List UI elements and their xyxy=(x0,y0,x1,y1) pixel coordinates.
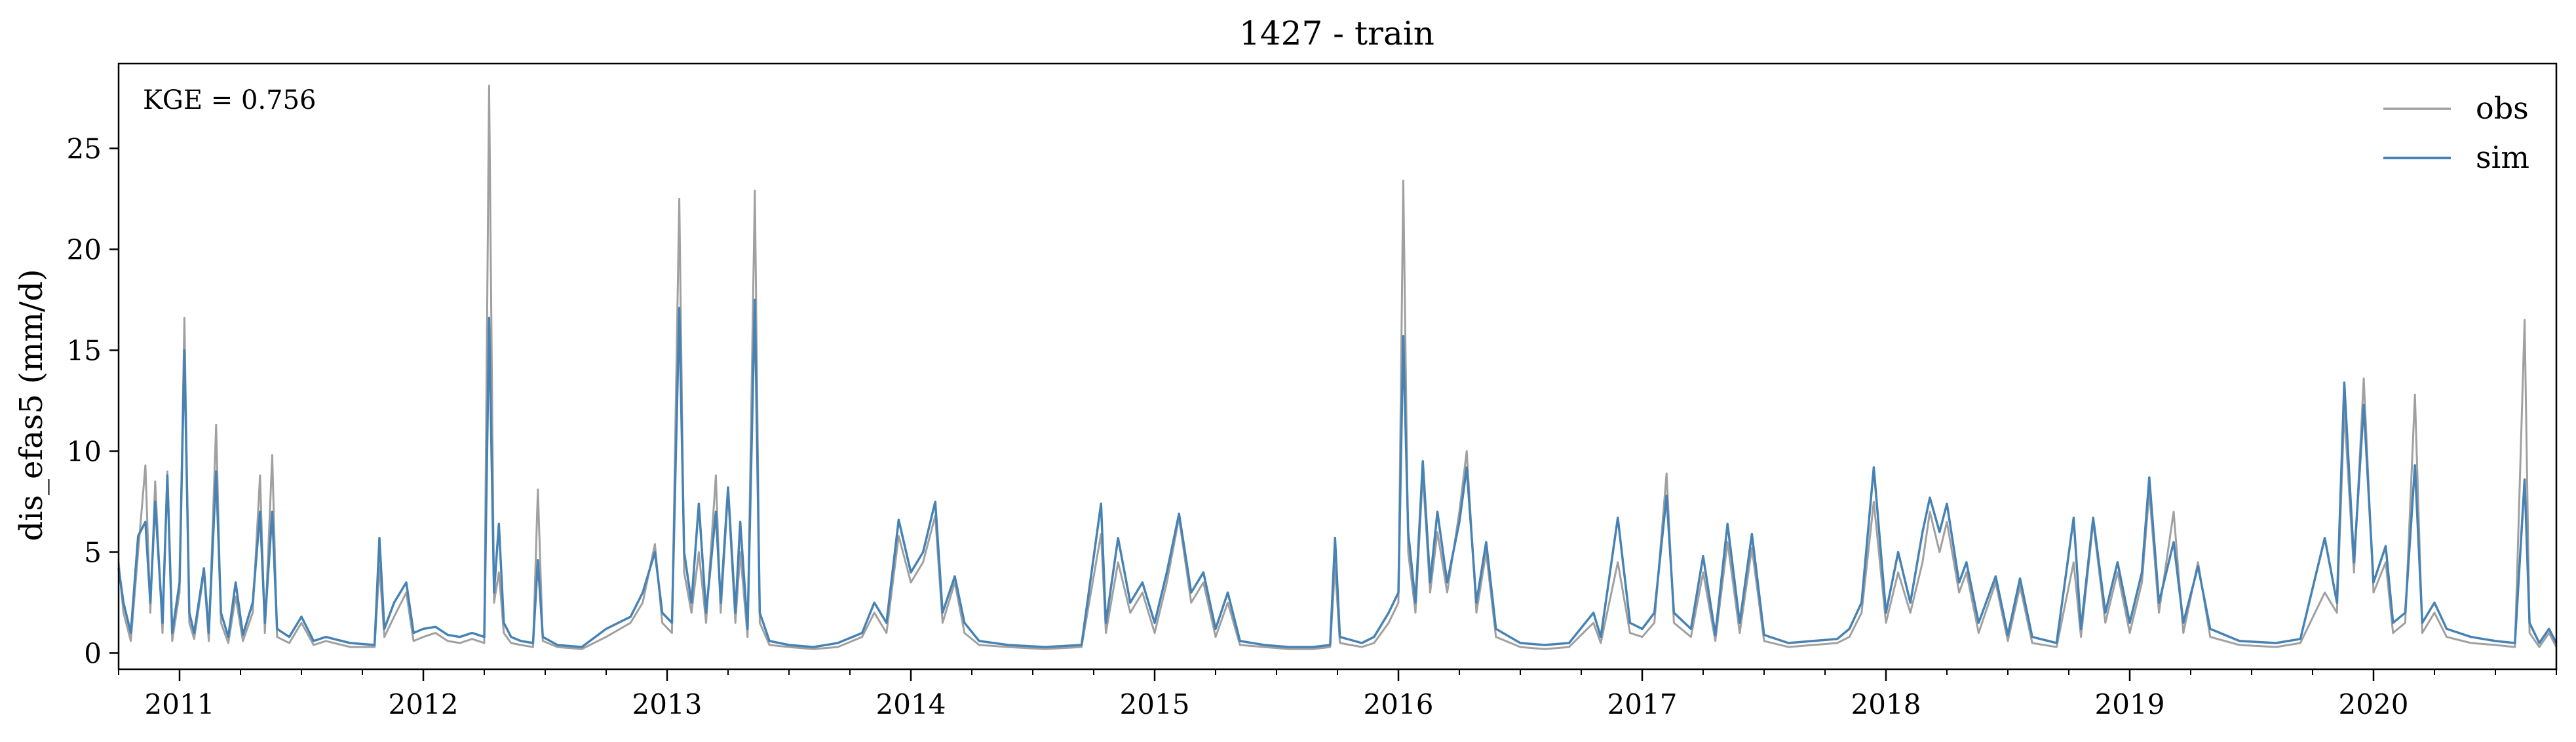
series-line-sim xyxy=(117,298,2558,648)
y-tick-label: 5 xyxy=(84,536,102,568)
x-tick-label: 2013 xyxy=(632,688,702,720)
kge-annotation: KGE = 0.756 xyxy=(143,85,317,115)
legend-label-sim: sim xyxy=(2476,140,2529,175)
y-tick-label: 20 xyxy=(67,233,102,265)
y-tick-label: 25 xyxy=(67,132,102,165)
x-tick-label: 2018 xyxy=(1851,688,1921,720)
x-tick-label: 2012 xyxy=(389,688,459,720)
y-axis: 0 5 10 15 20 25 xyxy=(67,132,119,669)
legend-label-obs: obs xyxy=(2476,90,2529,126)
x-tick-label: 2015 xyxy=(1120,688,1190,720)
x-tick-label: 2016 xyxy=(1364,688,1434,720)
x-tick-label: 2019 xyxy=(2095,688,2165,720)
y-axis-label: dis_efas5 (mm/d) xyxy=(13,269,50,541)
x-tick-label: 2011 xyxy=(145,688,215,720)
chart-title: 1427 - train xyxy=(1239,14,1434,52)
legend: obs sim xyxy=(2383,90,2529,175)
y-tick-label: 0 xyxy=(84,637,102,669)
y-tick-label: 10 xyxy=(67,435,102,467)
x-axis: 2011 2012 2013 2014 2015 2016 2017 2018 2019 2020 xyxy=(118,669,2557,720)
series-layer xyxy=(117,85,2558,650)
x-tick-label: 2020 xyxy=(2339,688,2409,720)
y-tick-label: 15 xyxy=(67,334,102,366)
x-tick-label: 2017 xyxy=(1607,688,1678,720)
x-tick-label: 2014 xyxy=(876,688,946,720)
